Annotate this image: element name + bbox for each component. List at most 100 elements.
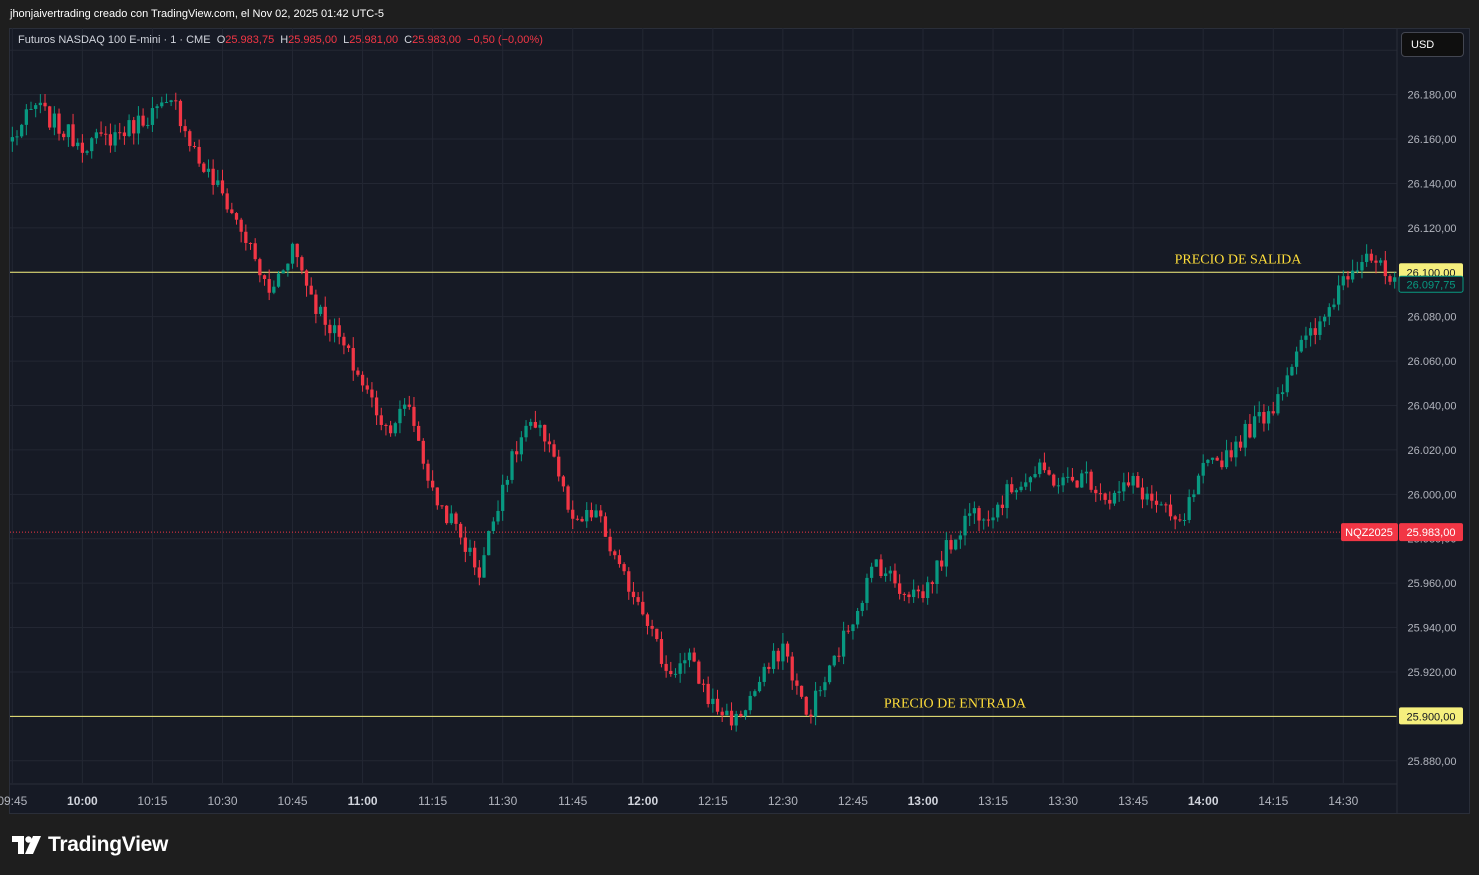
y-tick-label: 25.960,00 <box>1408 578 1457 590</box>
x-tick-label: 11:45 <box>558 794 587 808</box>
candle-body <box>898 583 902 594</box>
candle-body <box>1056 485 1061 487</box>
candle-body <box>594 510 598 518</box>
candle-body <box>1089 471 1093 490</box>
candles <box>10 92 1397 732</box>
candle-body <box>10 137 14 142</box>
symbol-name: Futuros NASDAQ 100 E-mini · 1 · CME <box>18 34 211 46</box>
open-label: O <box>216 34 226 46</box>
candle-body <box>468 547 472 552</box>
candle-body <box>776 650 780 662</box>
level-price-tag-text: 25.900,00 <box>1407 711 1456 723</box>
candle-body <box>720 711 724 716</box>
candle-body <box>71 124 75 147</box>
candle-body <box>804 696 808 715</box>
candle-body <box>38 102 42 106</box>
candle-body <box>1276 394 1280 414</box>
candle-body <box>669 670 673 675</box>
candle-body <box>1024 482 1028 487</box>
candle-body <box>954 539 958 550</box>
candle-body <box>1365 253 1369 263</box>
candle-body <box>1136 476 1140 488</box>
candle-body <box>1150 493 1154 501</box>
y-tick-label: 25.880,00 <box>1408 756 1457 768</box>
candle-body <box>1379 260 1383 263</box>
x-tick-label: 11:15 <box>418 794 447 808</box>
candle-body <box>62 133 66 138</box>
candle-body <box>164 102 169 104</box>
last-price-tag-text: 25.983,00 <box>1407 527 1456 539</box>
candle-body <box>533 421 538 428</box>
candle-body <box>1038 462 1042 475</box>
candle-body <box>767 666 771 669</box>
candle-body <box>440 505 444 507</box>
open-value: 25.983,75 <box>225 34 275 46</box>
candle-body <box>253 243 257 260</box>
x-tick-label: 10:30 <box>207 794 237 808</box>
candle-body <box>827 665 832 683</box>
candle-body <box>1290 366 1294 376</box>
y-tick-label: 26.160,00 <box>1408 134 1457 146</box>
candle-body <box>1285 375 1289 393</box>
low-value: 25.981,00 <box>349 34 399 46</box>
candle-body <box>239 219 243 232</box>
cursor-price-tag <box>1398 275 1464 293</box>
candle-body <box>300 257 304 271</box>
candle-body <box>230 209 234 214</box>
candle-body <box>771 650 776 669</box>
candle-body <box>986 519 991 521</box>
y-tick-label: 26.020,00 <box>1408 445 1457 457</box>
candle-body <box>1140 487 1145 500</box>
candle-body <box>879 559 883 577</box>
candle-body <box>510 451 514 480</box>
candle-body <box>701 683 706 685</box>
candle-body <box>496 510 500 522</box>
candle-body <box>599 510 603 517</box>
level-label: PRECIO DE ENTRADA <box>884 696 1027 711</box>
candle-body <box>538 424 542 428</box>
candle-body <box>1084 471 1089 474</box>
candle-body <box>1187 497 1191 520</box>
candle-body <box>34 105 38 109</box>
candle-body <box>1108 499 1112 504</box>
candle-body <box>276 273 281 287</box>
chart-area[interactable] <box>9 28 1470 814</box>
x-tick-label: 13:15 <box>978 794 1008 808</box>
candle-body <box>739 713 743 717</box>
candle-body <box>267 279 271 293</box>
top-bar: jhonjaivertrading creado con TradingView… <box>0 0 1479 28</box>
candle-body <box>272 286 276 293</box>
candle-body <box>146 124 150 126</box>
candle-body <box>1164 504 1168 506</box>
candle-body <box>183 126 187 132</box>
candle-body <box>846 630 850 632</box>
candle-body <box>160 102 164 107</box>
candle-body <box>1066 476 1070 478</box>
candle-body <box>963 515 967 536</box>
candle-body <box>982 519 986 521</box>
candle-body <box>575 518 580 520</box>
candle-body <box>108 134 113 146</box>
x-tick-label: 12:00 <box>627 794 658 808</box>
candle-body <box>1210 457 1215 460</box>
candle-body <box>813 690 818 717</box>
candle-body <box>715 698 720 712</box>
candle-body <box>1248 423 1252 438</box>
candle-body <box>113 132 117 146</box>
candle-body <box>281 270 285 274</box>
candle-body <box>202 163 206 172</box>
x-tick-label: 14:30 <box>1328 794 1358 808</box>
candle-body <box>655 628 659 640</box>
currency-button[interactable]: USD <box>1401 32 1464 57</box>
candle-body <box>725 710 729 716</box>
level-label: PRECIO DE SALIDA <box>1175 252 1303 267</box>
candle-body <box>1280 392 1285 395</box>
candle-body <box>1388 276 1392 282</box>
candle-body <box>398 408 402 424</box>
tradingview-logo[interactable]: TradingView <box>12 833 168 857</box>
candle-body <box>1341 276 1345 286</box>
candle-body <box>449 513 453 524</box>
chart-caption: jhonjaivertrading creado con TradingView… <box>10 8 385 20</box>
